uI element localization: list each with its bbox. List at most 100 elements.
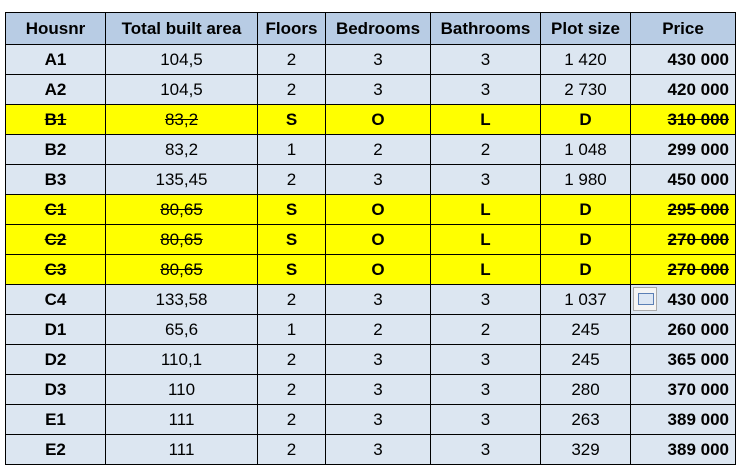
cell-text: 370 000 — [667, 379, 729, 399]
cell-text: 3 — [373, 379, 383, 399]
cell-text: C4 — [44, 289, 67, 309]
header-row: Housnr Total built area Floors Bedrooms Bath… — [5, 12, 736, 45]
cell-text: 1 — [286, 139, 297, 159]
cell-text: 1 980 — [564, 169, 607, 189]
cell-text: 295 000 — [667, 199, 729, 219]
cell-text: 365 000 — [667, 349, 729, 369]
cell-text: 80,65 — [160, 259, 203, 279]
column-header: Plot size — [540, 12, 631, 45]
cell-text: 80,65 — [160, 229, 203, 249]
table-cell: 83,2 — [105, 104, 258, 135]
table-cell: 80,65 — [105, 224, 258, 255]
cell-text: 450 000 — [667, 169, 729, 189]
paste-options-icon[interactable] — [633, 287, 657, 311]
table-body: A1 104,5 2 3 3 1 420 430 000 A2 104,5 2 3 3 2 730 420… — [5, 44, 736, 465]
table-cell: A2 — [5, 74, 106, 105]
cell-text: 1 048 — [564, 139, 607, 159]
table-cell: 270 000 — [630, 254, 736, 285]
table-cell: 3 — [325, 374, 431, 405]
table-row: C2 80,65 S O L D 270 000 — [5, 224, 736, 255]
cell-text: 329 — [571, 439, 600, 459]
cell-text: O — [371, 109, 385, 129]
table-cell: 270 000 — [630, 224, 736, 255]
column-header: Housnr — [5, 12, 106, 45]
table-cell: 365 000 — [630, 344, 736, 375]
table-cell: 2 — [430, 134, 541, 165]
cell-text: 270 000 — [667, 259, 729, 279]
cell-text: 260 000 — [667, 319, 729, 339]
table-cell: 430 000 — [630, 44, 736, 75]
table-cell: E1 — [5, 404, 106, 435]
cell-text: 3 — [373, 439, 383, 459]
table-cell: 3 — [430, 344, 541, 375]
cell-text: D3 — [44, 379, 67, 399]
table-cell: 110,1 — [105, 344, 258, 375]
table-cell: 245 — [540, 314, 631, 345]
table-cell: 1 — [257, 314, 326, 345]
table-cell: 3 — [430, 434, 541, 465]
table-cell: C2 — [5, 224, 106, 255]
cell-text: 83,2 — [164, 139, 199, 159]
cell-text: 110 — [167, 379, 196, 399]
cell-text: 2 — [480, 319, 491, 339]
cell-text: D2 — [44, 349, 67, 369]
cell-text: C1 — [44, 199, 67, 219]
table-cell: 3 — [430, 284, 541, 315]
table-cell: 2 — [430, 314, 541, 345]
cell-text: 3 — [480, 349, 491, 369]
cell-text: 3 — [373, 79, 383, 99]
cell-text: 420 000 — [667, 79, 729, 99]
table-cell: 80,65 — [105, 254, 258, 285]
cell-text: 3 — [373, 409, 383, 429]
cell-text: O — [371, 259, 385, 279]
table-cell: 2 — [257, 74, 326, 105]
cell-text: C3 — [44, 259, 67, 279]
table-cell: 3 — [430, 404, 541, 435]
cell-text: D — [579, 259, 592, 279]
cell-text: 133,58 — [155, 289, 208, 309]
cell-text: 2 — [286, 349, 297, 369]
column-header: Bedrooms — [325, 12, 431, 45]
table-cell: 2 — [257, 344, 326, 375]
table-cell: 104,5 — [105, 74, 258, 105]
cell-text: 3 — [480, 49, 491, 69]
table-cell: 1 037 — [540, 284, 631, 315]
table-cell: L — [430, 104, 541, 135]
cell-text: 2 — [286, 379, 297, 399]
table-row: D3 110 2 3 3 280 370 000 — [5, 374, 736, 405]
table-row: D2 110,1 2 3 3 245 365 000 — [5, 344, 736, 375]
cell-text: O — [371, 229, 385, 249]
cell-text: 1 037 — [564, 289, 607, 309]
table-cell: 2 — [257, 284, 326, 315]
table-row: B3 135,45 2 3 3 1 980 450 000 — [5, 164, 736, 195]
table-cell: 389 000 — [630, 434, 736, 465]
table-cell: 2 — [257, 44, 326, 75]
table-cell: 1 048 — [540, 134, 631, 165]
table-cell: 263 — [540, 404, 631, 435]
cell-text: O — [371, 199, 385, 219]
cell-text: 2 730 — [564, 79, 607, 99]
cell-text: 80,65 — [160, 199, 203, 219]
cell-text: 110,1 — [160, 349, 203, 369]
cell-text: S — [285, 199, 298, 219]
cell-text: 245 — [571, 319, 600, 339]
table-cell: 260 000 — [630, 314, 736, 345]
cell-text: S — [285, 259, 298, 279]
cell-text: A1 — [44, 49, 67, 69]
table-cell: 389 000 — [630, 404, 736, 435]
cell-text: 111 — [168, 439, 195, 459]
table-cell: C3 — [5, 254, 106, 285]
table-cell: 104,5 — [105, 44, 258, 75]
table-cell: B3 — [5, 164, 106, 195]
table-cell: 3 — [430, 374, 541, 405]
cell-text: 2 — [373, 139, 383, 159]
cell-text: L — [480, 229, 491, 249]
cell-text: C2 — [44, 229, 67, 249]
cell-text: 65,6 — [164, 319, 199, 339]
cell-text: 2 — [480, 139, 491, 159]
cell-text: 3 — [480, 439, 491, 459]
table-cell: 3 — [430, 44, 541, 75]
cell-text: E2 — [45, 439, 66, 459]
cell-text: L — [480, 259, 491, 279]
table-cell: 2 — [325, 314, 431, 345]
